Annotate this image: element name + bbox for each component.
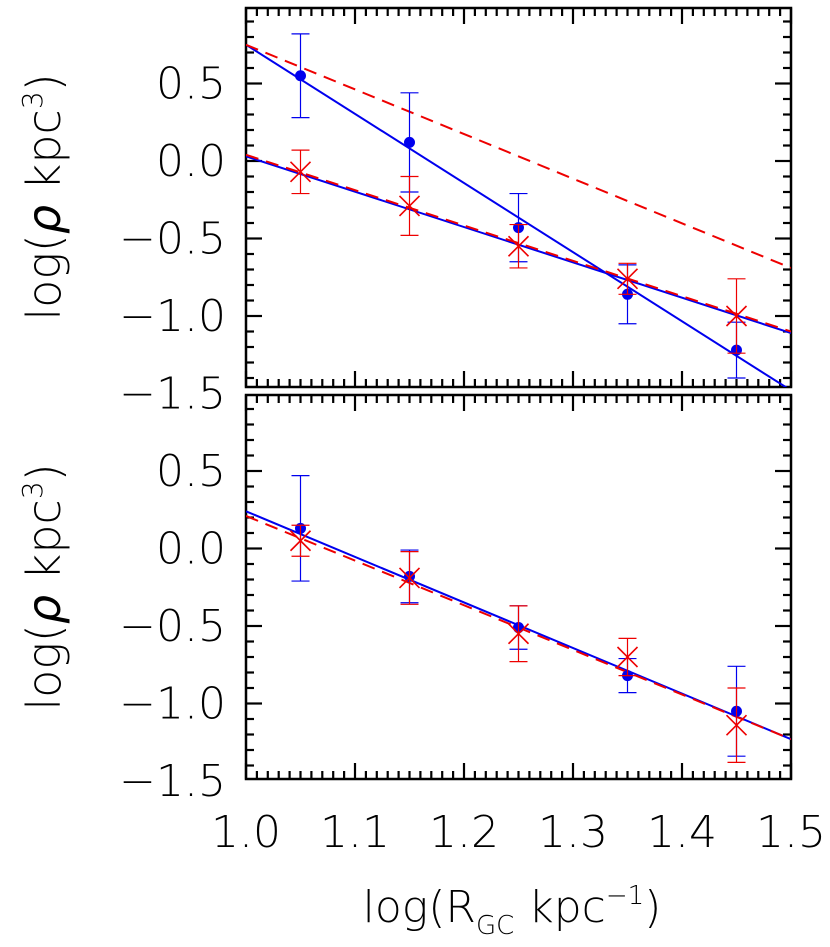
- fit-line-dashed: [246, 43, 791, 269]
- xtick-labels-bottom: 1.0 1.1 1.2 1.3 1.4 1.5: [211, 807, 826, 858]
- x-tick-label: 1.2: [429, 807, 499, 858]
- data-point-cross: [507, 605, 530, 663]
- ytick-labels-top: 0.5 0.0 −0.5 −1.0 −1.5: [119, 59, 226, 420]
- x-tick-label: 1.1: [320, 807, 390, 858]
- x-tick-label: 1.5: [756, 807, 826, 858]
- y-tick-label: −1.0: [119, 291, 226, 342]
- data-point-cross: [616, 637, 639, 677]
- y-tick-label: 0.5: [156, 59, 226, 110]
- y-tick-label: 0.0: [156, 524, 226, 575]
- ticks-top: [244, 8, 793, 387]
- y-tick-label: −0.5: [119, 601, 226, 652]
- fit-line-dashed: [246, 153, 791, 333]
- y-tick-label: 0.0: [156, 136, 226, 187]
- data-point-cross: [507, 223, 530, 269]
- points-bottom: [289, 475, 748, 764]
- ylabel-bottom: log(ρ kpc3): [16, 463, 71, 710]
- data-point-cross: [725, 278, 748, 354]
- data-point-cross: [725, 687, 748, 764]
- x-tick-label: 1.4: [647, 807, 717, 858]
- data-point-cross: [289, 524, 312, 557]
- ticks-bottom: [244, 395, 793, 779]
- panel-top: 0.5 0.0 −0.5 −1.0 −1.5 log(ρ kpc3): [16, 6, 793, 420]
- data-point-cross: [616, 262, 639, 295]
- points-top: [289, 33, 748, 379]
- y-tick-label: −1.0: [119, 679, 226, 730]
- y-tick-label: −1.5: [119, 369, 226, 420]
- y-tick-label: −1.5: [119, 756, 226, 807]
- x-tick-label: 1.0: [211, 807, 281, 858]
- data-point-dot: [291, 33, 310, 119]
- data-point-cross: [398, 175, 421, 236]
- data-point-cross: [398, 550, 421, 605]
- ylabel-top: log(ρ kpc3): [16, 73, 71, 320]
- plot-frame-bottom: [244, 393, 793, 781]
- data-point-cross: [289, 149, 312, 195]
- panel-bottom: 0.5 0.0 −0.5 −1.0 −1.5 1.0 1.1 1.2 1.3 1.4 1.5 lo…: [16, 393, 826, 941]
- y-tick-label: 0.5: [156, 446, 226, 497]
- x-tick-label: 1.3: [538, 807, 608, 858]
- xlabel: log(RGC kpc−1): [363, 881, 662, 941]
- ytick-labels-bottom: 0.5 0.0 −0.5 −1.0 −1.5: [119, 446, 226, 807]
- y-tick-label: −0.5: [119, 214, 226, 265]
